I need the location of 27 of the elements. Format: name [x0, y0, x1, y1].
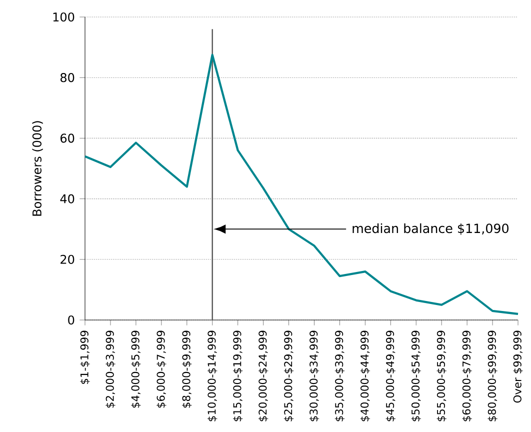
x-tick-label: $10,000-$14,999 — [208, 330, 218, 422]
x-tick-label: $50,000-$54,999 — [411, 330, 421, 422]
x-tick-label: $2,000-$3,999 — [106, 330, 116, 408]
x-tick-label: $1-$1,999 — [80, 330, 90, 384]
x-tick-label: $55,000-$59,999 — [436, 330, 446, 422]
x-tick-label: $45,000-$49,999 — [386, 330, 396, 422]
x-tick-label: $8,000-$9,999 — [182, 330, 192, 408]
x-tick-label: $30,000-$34,999 — [309, 330, 320, 422]
x-tick-label: $6,000-$7,999 — [156, 330, 166, 408]
y-tick-label: 100 — [53, 12, 74, 22]
x-tick-label: $15,000-$19,999 — [233, 330, 243, 422]
x-tick-label: $20,000-$24,999 — [258, 330, 268, 422]
x-tick-label: $40,000-$44,999 — [360, 330, 370, 422]
y-tick-label: 20 — [60, 254, 74, 264]
annotation: median balance $11,090 — [352, 223, 508, 235]
y-tick-label: 40 — [60, 194, 74, 204]
y-tick-label: 80 — [60, 73, 74, 82]
x-tick-label: $4,000-$5,999 — [131, 330, 141, 408]
x-tick-label: $35,000-$39,999 — [334, 330, 345, 422]
y-tick-label: 60 — [60, 134, 74, 143]
line-series — [84, 54, 520, 316]
y-axis-title: Borrowers (000) — [32, 121, 43, 216]
x-tick-label: $60,000-$79,999 — [462, 330, 472, 422]
x-tick-label: $25,000-$29,999 — [284, 330, 294, 422]
x-tick-label: $80,000-$99,999 — [488, 330, 498, 422]
y-tick-label: 0 — [68, 315, 74, 325]
x-tick-label: Over $99,999 — [513, 330, 523, 403]
